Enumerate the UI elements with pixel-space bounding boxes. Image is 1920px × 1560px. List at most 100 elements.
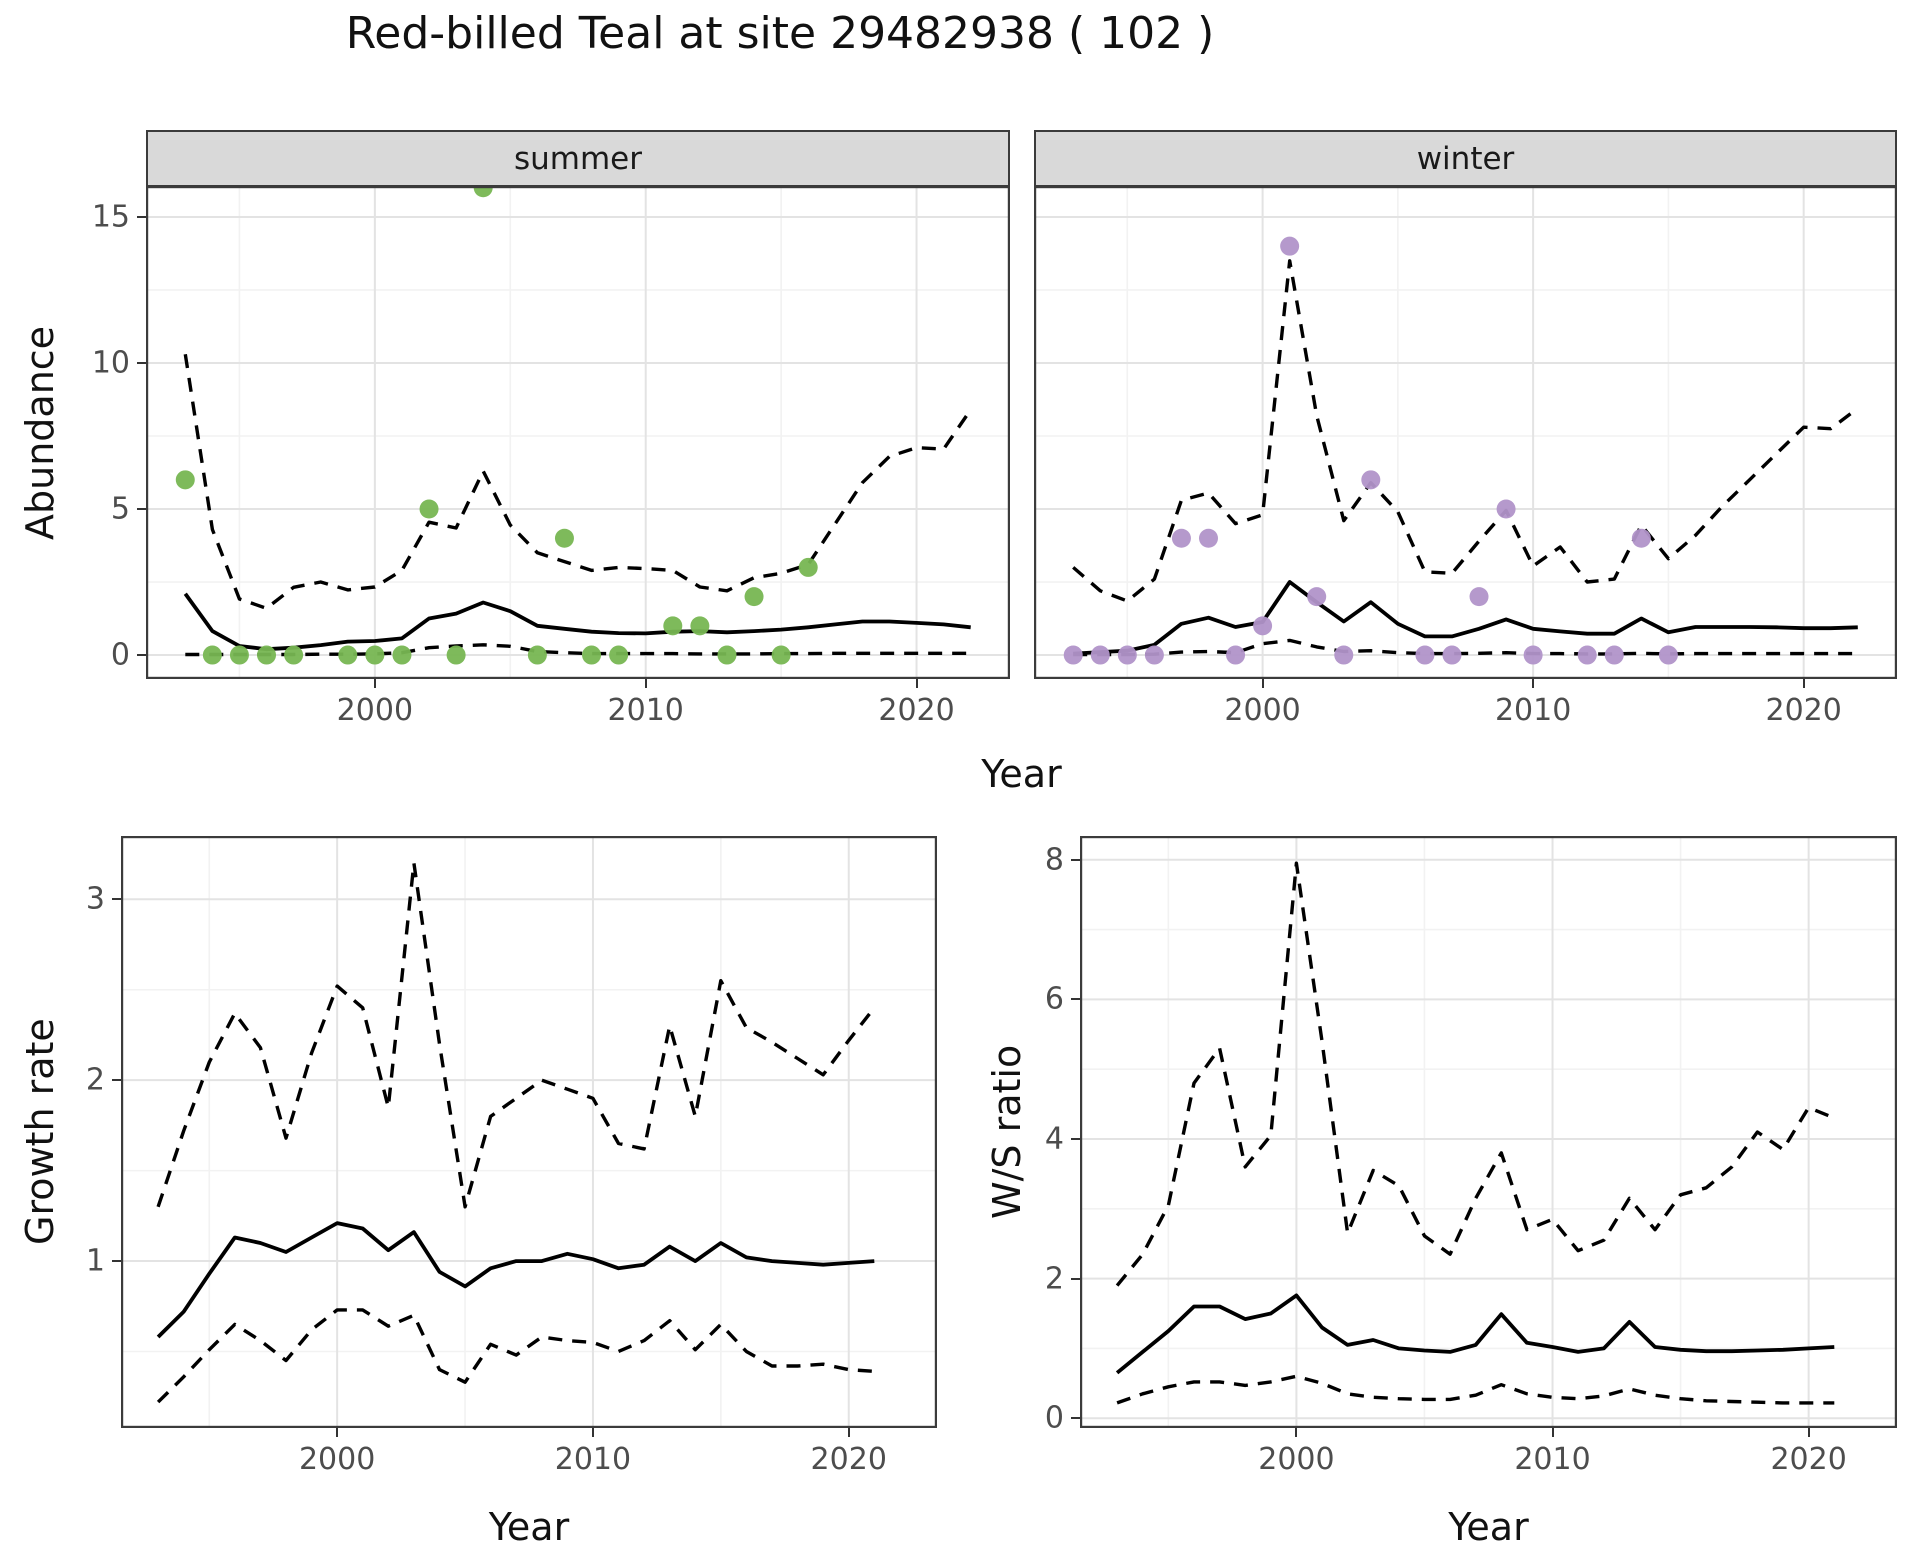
x-tick-label: 2010	[607, 693, 684, 728]
y-tick-mark	[137, 361, 146, 364]
y-tick-mark	[137, 654, 146, 657]
observation-point-summer	[744, 587, 764, 607]
observation-point-winter	[1577, 645, 1597, 665]
ci-lower-line-ws	[1116, 1374, 1835, 1405]
observation-point-summer	[609, 645, 629, 665]
growth-rate-axis-title: Growth rate	[18, 1018, 62, 1246]
y-tick-mark	[1071, 858, 1080, 861]
y-tick-label: 10	[91, 345, 130, 381]
observation-point-summer	[798, 557, 818, 577]
observation-point-summer	[175, 470, 195, 490]
facet-strip-winter: winter	[1034, 130, 1897, 187]
facet-strip-summer: summer	[146, 130, 1010, 187]
year-axis-title-growth: Year	[488, 1505, 570, 1549]
facet-strip-summer-label: summer	[513, 140, 642, 177]
chart-canvas-ws	[1080, 836, 1897, 1428]
observation-point-winter	[1334, 645, 1354, 665]
observation-point-summer	[554, 528, 574, 548]
panel-growth-rate	[121, 836, 937, 1428]
panel-abundance-winter	[1034, 186, 1897, 679]
y-tick-label: 0	[1044, 1400, 1064, 1436]
facet-strip-winter-label: winter	[1416, 140, 1515, 177]
observation-point-winter	[1090, 645, 1110, 665]
observation-point-winter	[1226, 645, 1246, 665]
chart-canvas-summer	[146, 186, 1010, 679]
y-tick-label: 0	[110, 637, 130, 673]
observation-point-winter	[1280, 236, 1300, 256]
x-tick-mark	[1295, 1428, 1298, 1437]
panel-border-growth	[121, 836, 937, 1428]
x-tick-label: 2010	[1494, 693, 1572, 728]
panel-border-ws	[1080, 836, 1897, 1428]
observation-point-winter	[1631, 528, 1651, 548]
y-tick-mark	[1071, 998, 1080, 1001]
x-tick-label: 2020	[1770, 1442, 1847, 1477]
observation-point-summer	[229, 645, 249, 665]
observation-point-summer	[446, 645, 466, 665]
x-tick-label: 2000	[1258, 1442, 1335, 1477]
chart-canvas-winter	[1034, 186, 1897, 679]
panel-abundance-summer	[146, 186, 1010, 679]
chart-title: Red-billed Teal at site 29482938 ( 102 )	[345, 8, 1215, 59]
observation-point-summer	[392, 645, 412, 665]
observation-point-summer	[365, 645, 385, 665]
panel-border-summer	[146, 186, 1010, 679]
ci-upper-line-winter	[1072, 259, 1859, 603]
x-tick-label: 2010	[554, 1442, 632, 1477]
observation-point-summer	[257, 645, 277, 665]
observation-point-summer	[771, 645, 791, 665]
y-tick-label: 6	[1044, 981, 1064, 1017]
observation-point-summer	[717, 645, 737, 665]
y-tick-label: 2	[85, 1062, 105, 1098]
observation-point-summer	[663, 616, 683, 636]
x-tick-label: 2000	[298, 1442, 376, 1477]
y-tick-label: 8	[1044, 842, 1064, 878]
x-tick-label: 2020	[1765, 693, 1842, 728]
panel-border-winter	[1034, 186, 1897, 679]
observation-point-winter	[1171, 528, 1191, 548]
y-tick-mark	[137, 215, 146, 218]
x-tick-label: 2020	[810, 1442, 887, 1477]
observation-point-winter	[1415, 645, 1435, 665]
year-axis-title-ws: Year	[1448, 1505, 1529, 1549]
x-tick-mark	[1532, 679, 1535, 688]
x-tick-label: 2000	[336, 693, 414, 728]
fit-line-summer	[183, 592, 971, 652]
x-tick-mark	[1261, 679, 1264, 688]
observation-point-summer	[582, 645, 602, 665]
x-tick-mark	[1807, 1428, 1810, 1437]
ci-lower-line-growth	[156, 1308, 875, 1404]
y-tick-label: 4	[1044, 1121, 1064, 1157]
y-tick-mark	[112, 1260, 121, 1263]
x-tick-mark	[847, 1428, 850, 1437]
observation-point-summer	[527, 645, 547, 665]
y-tick-label: 2	[1044, 1261, 1064, 1297]
observation-point-summer	[419, 499, 439, 519]
fit-line-growth	[156, 1221, 875, 1339]
abundance-axis-title: Abundance	[18, 325, 62, 540]
observation-point-winter	[1523, 645, 1543, 665]
x-tick-mark	[915, 679, 918, 688]
fit-line-ws	[1115, 1293, 1835, 1375]
x-tick-label: 2020	[878, 693, 955, 728]
y-tick-mark	[112, 1079, 121, 1082]
ci-lower-line-winter	[1073, 638, 1858, 657]
observation-point-winter	[1604, 645, 1624, 665]
observation-point-summer	[338, 645, 358, 665]
observation-point-winter	[1063, 645, 1083, 665]
chart-canvas-growth	[121, 836, 937, 1428]
x-tick-mark	[1802, 679, 1805, 688]
observation-point-summer	[284, 645, 304, 665]
x-tick-mark	[336, 1428, 339, 1437]
ci-upper-line-growth	[156, 861, 876, 1209]
observation-point-summer	[473, 186, 493, 198]
x-tick-mark	[644, 679, 647, 688]
observation-point-summer	[690, 616, 710, 636]
observation-point-winter	[1117, 645, 1137, 665]
observation-point-winter	[1496, 499, 1516, 519]
ci-upper-line-summer	[183, 353, 973, 610]
x-tick-mark	[373, 679, 376, 688]
y-tick-label: 15	[91, 199, 130, 235]
observation-point-winter	[1658, 645, 1678, 665]
x-tick-mark	[591, 1428, 594, 1437]
